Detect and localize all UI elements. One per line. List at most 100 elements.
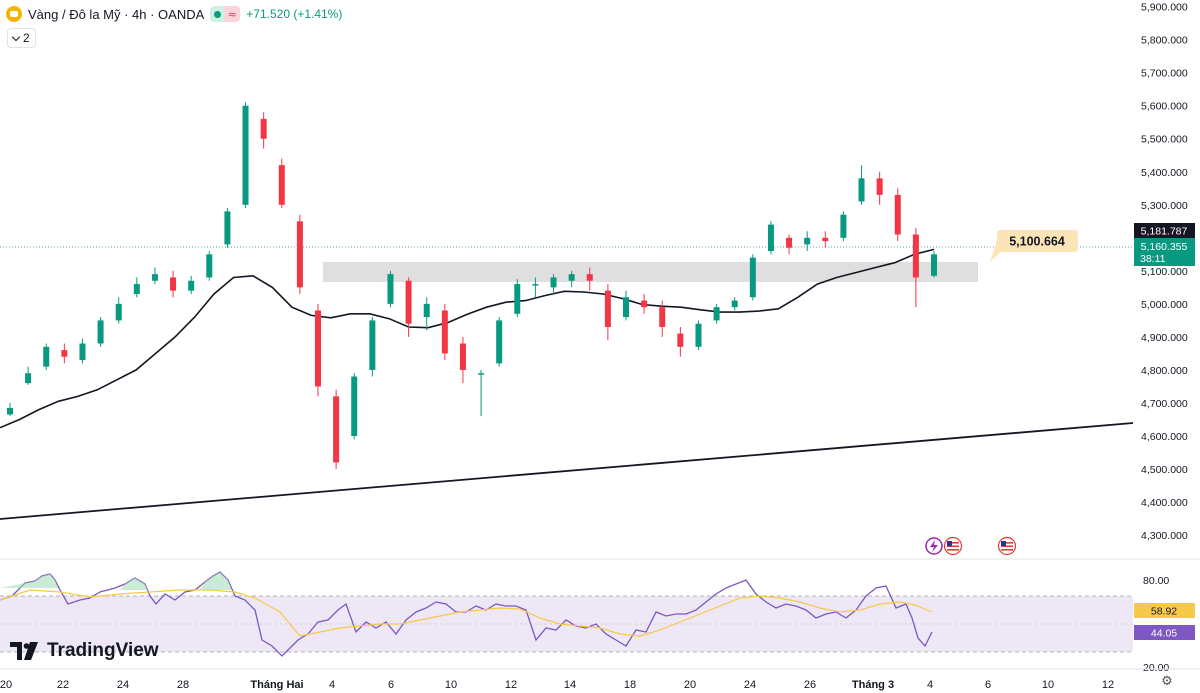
candle-body (496, 320, 503, 364)
gear-icon[interactable]: ⚙ (1161, 674, 1173, 689)
candle-body (514, 284, 521, 314)
time-tick-label: 10 (445, 679, 457, 691)
candle-body (894, 194, 901, 235)
indicator-count: 2 (23, 31, 30, 45)
indicators-collapse-button[interactable]: 2 (7, 28, 36, 48)
candle-body (749, 257, 756, 298)
status-pills[interactable]: ≈ (210, 6, 241, 22)
time-tick-label: 20 (684, 679, 696, 691)
candle-body (767, 224, 774, 252)
time-tick-label: 10 (1042, 679, 1054, 691)
time-tick-label: 4 (927, 679, 933, 691)
price-tick-label: 5,800.000 (1141, 35, 1188, 47)
rsi-ma-label-box (1134, 603, 1195, 618)
high-price-label: 5,181.787 (1141, 226, 1188, 238)
candle-body (804, 237, 811, 245)
candle-body (478, 373, 485, 375)
candle-body (188, 280, 195, 291)
price-callout-box[interactable] (997, 230, 1078, 252)
candle-body (25, 373, 32, 384)
candle-body (369, 320, 376, 370)
gold-symbol-icon (6, 6, 22, 22)
moving-average-path (0, 248, 935, 429)
time-tick-label: 22 (57, 679, 69, 691)
candle-body (822, 237, 829, 242)
price-tick-label: 4,400.000 (1141, 497, 1188, 509)
candle-body (604, 290, 611, 327)
time-tick-label: 12 (1102, 679, 1114, 691)
tradingview-logo[interactable]: TradingView (10, 640, 159, 662)
price-tick-label: 5,000.000 (1141, 299, 1188, 311)
chevron-down-icon (11, 32, 21, 41)
candle-body (206, 254, 213, 278)
candle-body (79, 343, 86, 361)
candle-body (441, 310, 448, 354)
time-axis[interactable]: 20 22 24 28 Tháng Hai 4 6 10 12 14 18 20 24 26 Tháng 3… (0, 679, 1114, 691)
time-tick-label: Tháng Hai (250, 679, 303, 691)
candle-body (876, 178, 883, 195)
candle-body (586, 274, 593, 281)
price-tick-label: 4,700.000 (1141, 398, 1188, 410)
us-flag-icon[interactable] (997, 536, 1017, 556)
rsi-ma-label: 58.92 (1151, 606, 1177, 618)
time-tick-label: 28 (177, 679, 189, 691)
candle-body (170, 277, 177, 291)
price-tick-label: 5,400.000 (1141, 167, 1188, 179)
high-price-label-box (1134, 223, 1195, 238)
market-open-icon (210, 6, 225, 22)
candle-body (405, 280, 412, 324)
time-tick-label: 26 (804, 679, 816, 691)
candle-body (550, 277, 557, 288)
trendline[interactable] (0, 422, 1134, 520)
symbol-title[interactable]: Vàng / Đô la Mỹ · 4h · OANDA (28, 6, 205, 22)
candle-body (351, 376, 358, 436)
price-tick-label: 5,500.000 (1141, 134, 1188, 146)
price-tick-label: 4,500.000 (1141, 464, 1188, 476)
candle-body (333, 396, 340, 463)
candle-body (315, 310, 321, 387)
time-tick-label: 6 (388, 679, 394, 691)
rsi-tick-20: 20.00 (1143, 662, 1169, 674)
time-tick-label: 4 (329, 679, 335, 691)
candle-body (713, 307, 720, 321)
price-tick-label: 5,100.000 (1141, 266, 1188, 278)
rsi-value-label: 44.05 (1151, 628, 1177, 640)
price-tick-label: 5,700.000 (1141, 68, 1188, 80)
candle-body (133, 284, 140, 294)
price-tick-label: 4,800.000 (1141, 365, 1188, 377)
time-tick-label: 12 (505, 679, 517, 691)
moving-average-line (0, 248, 935, 429)
candle-body (641, 300, 648, 308)
candle-body (97, 320, 104, 344)
candle-body (115, 303, 122, 321)
time-tick-label: 14 (564, 679, 576, 691)
candles-layer (7, 102, 937, 470)
candle-body (786, 237, 793, 248)
lightning-event-icon[interactable] (925, 537, 943, 555)
candle-body (931, 254, 937, 276)
rsi-value-label-box (1134, 625, 1195, 640)
candle-body (912, 234, 919, 278)
rsi-line (0, 571, 933, 657)
candle-body (423, 303, 430, 318)
price-axis[interactable]: 5,900.000 5,800.000 5,700.000 5,600.000 5,50… (1141, 2, 1188, 542)
candle-body (224, 211, 231, 245)
candle-body (242, 105, 249, 205)
symbol-legend[interactable]: Vàng / Đô la Mỹ · 4h · OANDA ≈ +71.520 (… (6, 6, 342, 22)
candle-body (7, 407, 13, 415)
price-tick-label: 5,300.000 (1141, 200, 1188, 212)
rsi-ma-line (0, 589, 933, 637)
rsi-overbought-fill (120, 578, 148, 590)
candle-body (296, 221, 303, 288)
logo-text: TradingView (47, 640, 159, 661)
time-tick-label: 24 (117, 679, 129, 691)
price-tick-label: 5,600.000 (1141, 101, 1188, 113)
us-flag-icon[interactable] (943, 536, 963, 556)
support-zone-rectangle[interactable] (323, 262, 978, 282)
candle-body (532, 284, 539, 286)
candle-body (459, 343, 466, 370)
candle-body (695, 323, 702, 347)
time-tick-label: 24 (744, 679, 756, 691)
price-callout-text: 5,100.664 (1009, 235, 1065, 249)
